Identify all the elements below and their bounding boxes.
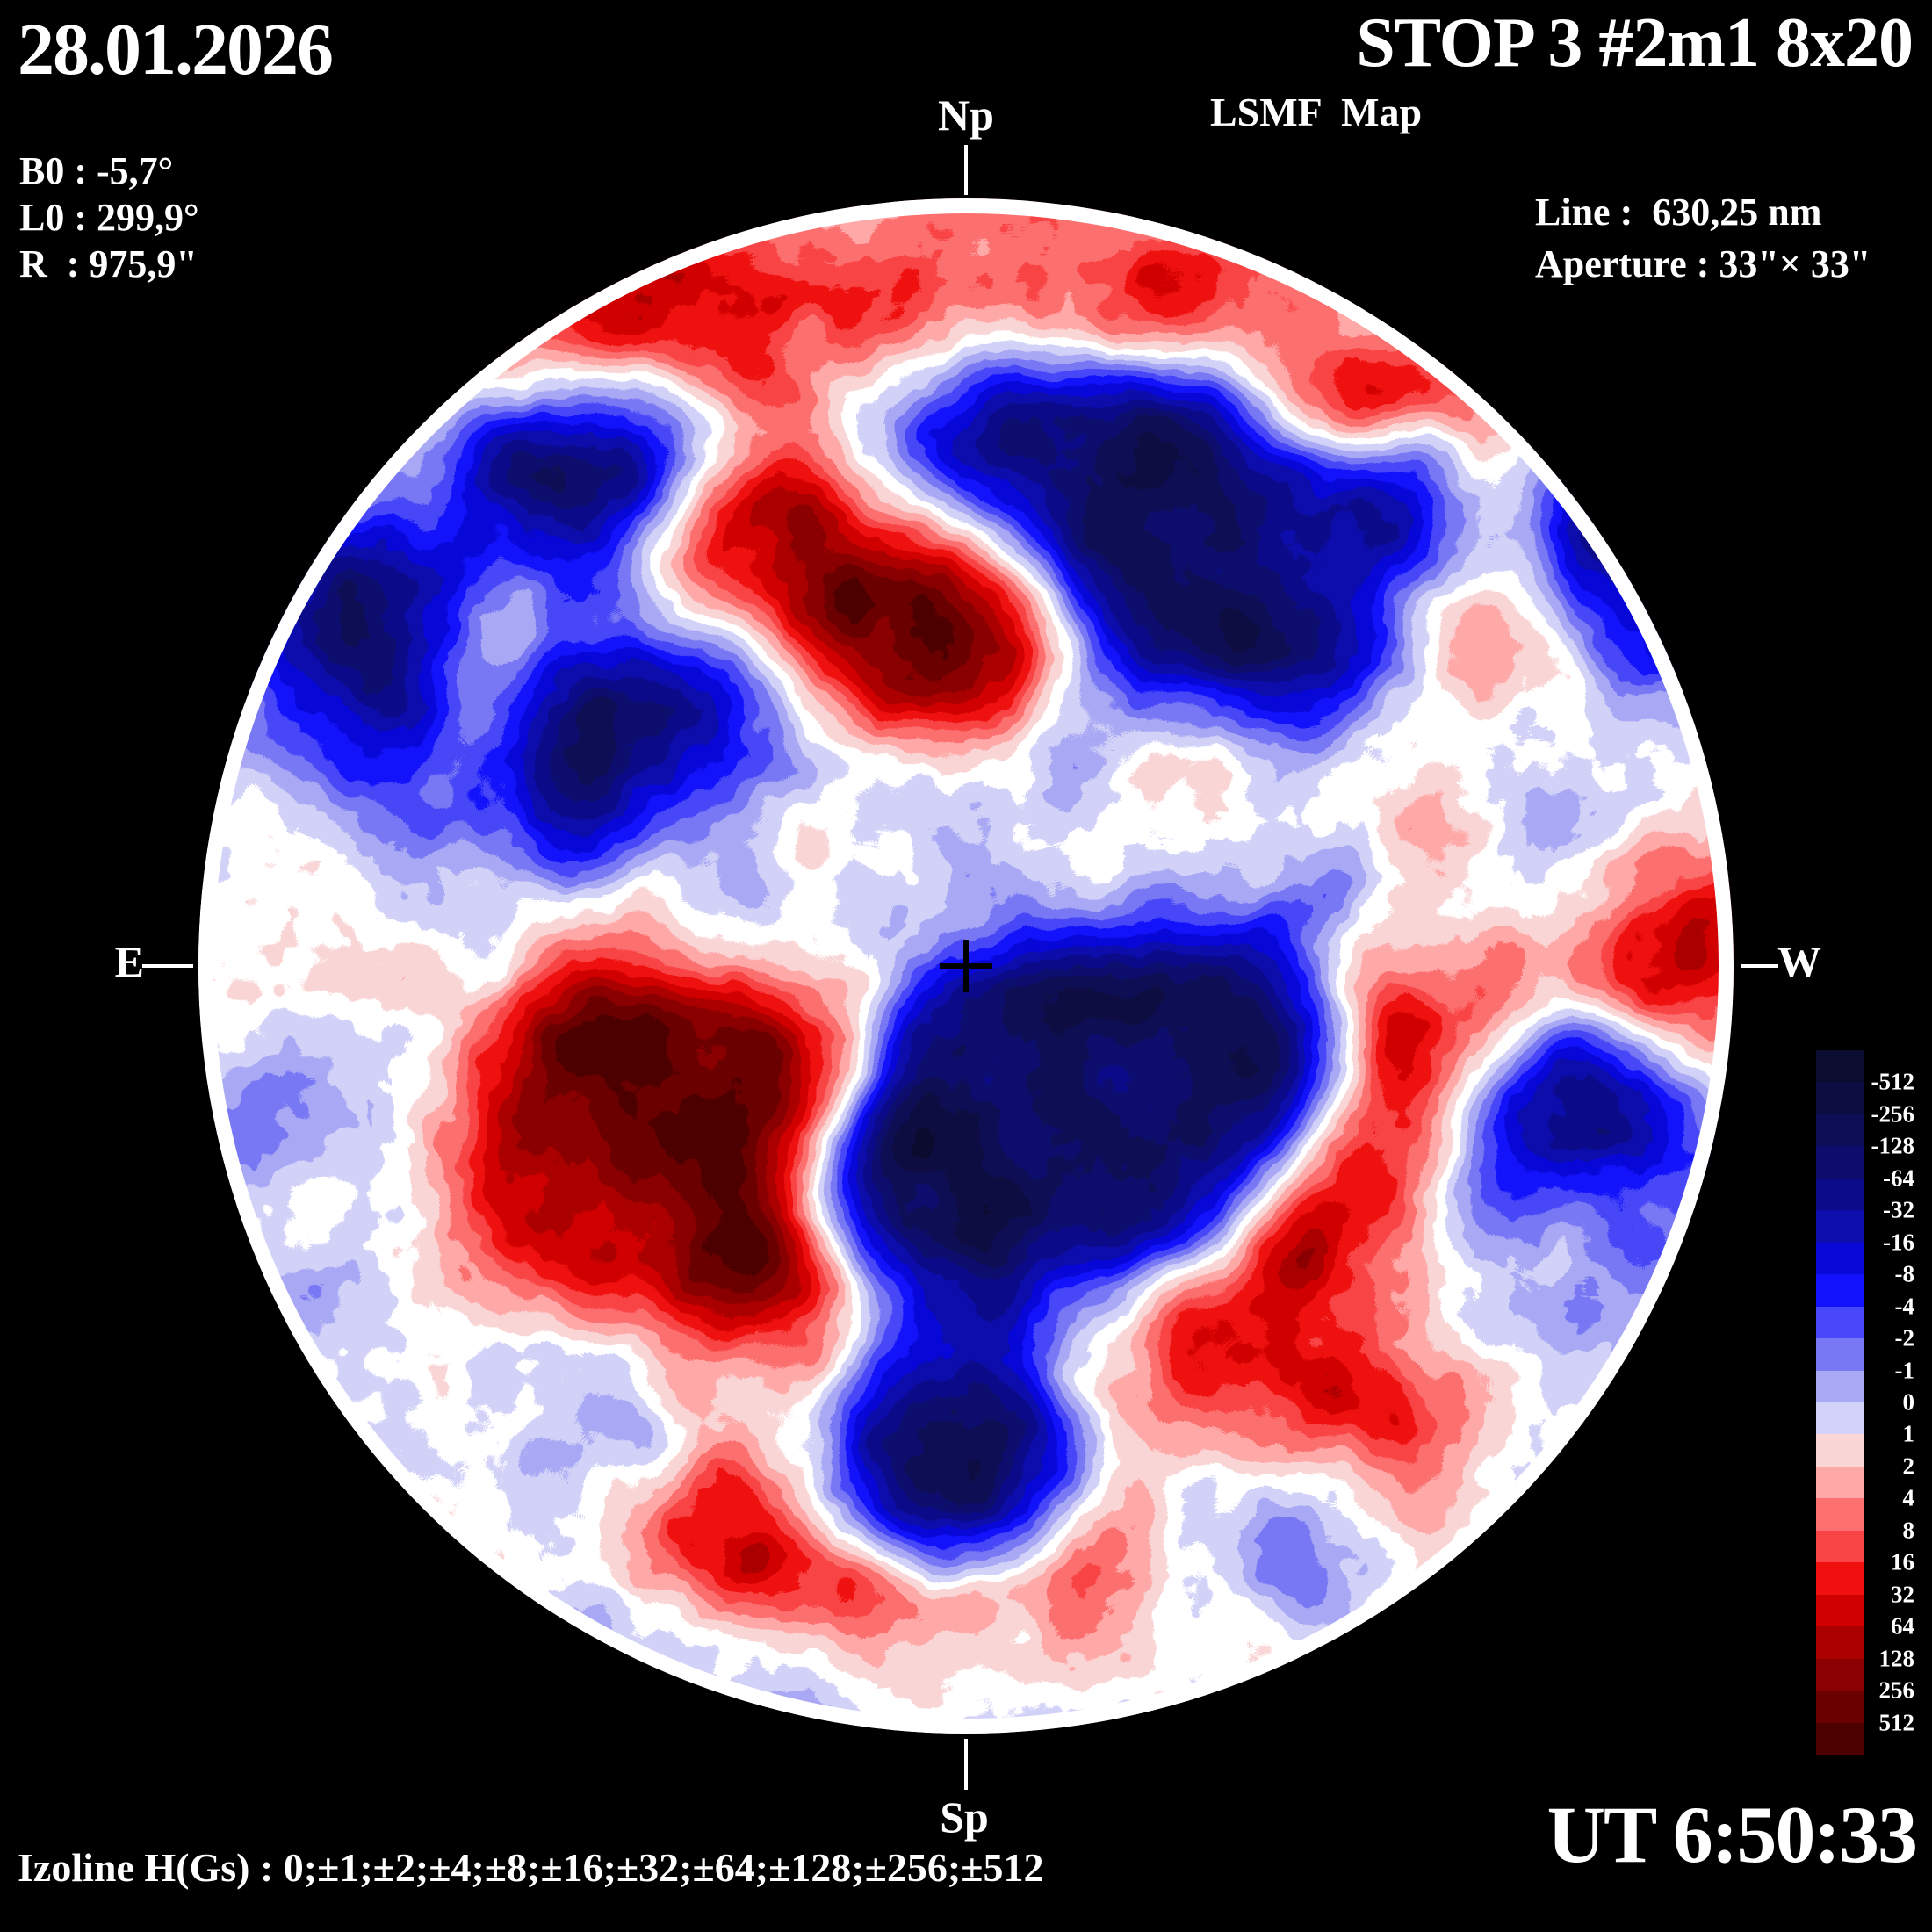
colorbar-label: -32 — [1883, 1196, 1914, 1223]
title-block: STOP 3 #2m1 8x20 LSMF Map Line : 630,25 … — [1210, 4, 1914, 286]
colorbar-swatch — [1816, 1722, 1864, 1755]
north-tick — [964, 145, 968, 195]
colorbar-swatch — [1816, 1466, 1864, 1499]
colorbar-swatch — [1816, 1274, 1864, 1307]
colorbar-swatch — [1816, 1242, 1864, 1275]
colorbar-swatch — [1816, 1338, 1864, 1371]
page-title: STOP 3 #2m1 8x20 — [1356, 4, 1914, 82]
west-tick — [1741, 964, 1778, 968]
colorbar-swatch — [1816, 1562, 1864, 1595]
colorbar-label: 512 — [1878, 1709, 1915, 1736]
colorbar-swatch — [1816, 1402, 1864, 1435]
magnetogram-disk — [198, 198, 1734, 1734]
colorbar-swatch — [1816, 1370, 1864, 1402]
colorbar-swatch — [1816, 1210, 1864, 1243]
observation-time: UT 6:50:33 — [1546, 1790, 1918, 1879]
colorbar-label: -128 — [1871, 1132, 1915, 1159]
colorbar-label: 0 — [1902, 1388, 1915, 1416]
radius-value: R : 975,9" — [19, 242, 198, 285]
colorbar-label: -256 — [1871, 1100, 1915, 1128]
colorbar-label: -2 — [1894, 1324, 1915, 1352]
colorbar-label: 128 — [1878, 1645, 1915, 1672]
colorbar-label: -8 — [1894, 1260, 1915, 1287]
b0-value: B0 : -5,7° — [19, 149, 174, 192]
colorbar-label: -1 — [1894, 1357, 1915, 1384]
colorbar-swatch — [1816, 1114, 1864, 1147]
izoline-levels-text: Izoline H(Gs) : 0;±1;±2;±4;±8;±16;±32;±6… — [18, 1845, 1044, 1890]
colorbar-label: 2 — [1902, 1453, 1915, 1480]
south-tick — [964, 1739, 968, 1790]
center-cross-icon — [940, 940, 992, 992]
east-label: E — [114, 937, 144, 986]
colorbar-swatch — [1816, 1146, 1864, 1179]
west-label: W — [1777, 937, 1821, 986]
l0-value: L0 : 299,9° — [19, 196, 199, 239]
colorbar-label: -512 — [1871, 1068, 1915, 1095]
colorbar-swatch — [1816, 1306, 1864, 1339]
colorbar-swatch — [1816, 1690, 1864, 1723]
colorbar-label: 64 — [1891, 1612, 1914, 1640]
observation-parameters: B0 : -5,7° L0 : 299,9° R : 975,9" — [19, 148, 199, 287]
colorbar: -512 -256 -128 -64 -32 -16 -8 -4 -2 -1 0 1 2 4 8 16 32 64… — [1816, 1050, 1932, 1755]
colorbar-swatch — [1816, 1594, 1864, 1627]
north-pole-label: Np — [938, 90, 994, 140]
colorbar-label: 16 — [1891, 1548, 1914, 1575]
colorbar-label: -4 — [1894, 1293, 1915, 1320]
observation-date: 28.01.2026 — [18, 9, 334, 90]
colorbar-label: -16 — [1883, 1229, 1914, 1256]
colorbar-swatch — [1816, 1050, 1864, 1083]
colorbar-label: 1 — [1902, 1420, 1915, 1447]
spectral-line-value: Line : 630,25 nm — [1535, 191, 1822, 234]
colorbar-label: 256 — [1878, 1676, 1915, 1704]
colorbar-swatches — [1816, 1050, 1864, 1755]
aperture-value: Aperture : 33"× 33" — [1535, 242, 1871, 285]
colorbar-swatch — [1816, 1658, 1864, 1691]
colorbar-swatch — [1816, 1178, 1864, 1211]
colorbar-swatch — [1816, 1530, 1864, 1563]
colorbar-swatch — [1816, 1434, 1864, 1467]
map-subtitle: LSMF Map — [1210, 90, 1423, 134]
east-tick — [142, 964, 193, 968]
disk-limb-ring — [198, 198, 1734, 1734]
colorbar-label: 4 — [1902, 1484, 1915, 1511]
colorbar-label: -64 — [1883, 1164, 1914, 1192]
south-pole-label: Sp — [940, 1792, 989, 1842]
solar-disk-map — [198, 198, 1734, 1734]
colorbar-swatch — [1816, 1498, 1864, 1531]
colorbar-label: 32 — [1891, 1581, 1914, 1608]
colorbar-label: 8 — [1902, 1517, 1915, 1544]
colorbar-swatch — [1816, 1626, 1864, 1659]
colorbar-swatch — [1816, 1082, 1864, 1114]
